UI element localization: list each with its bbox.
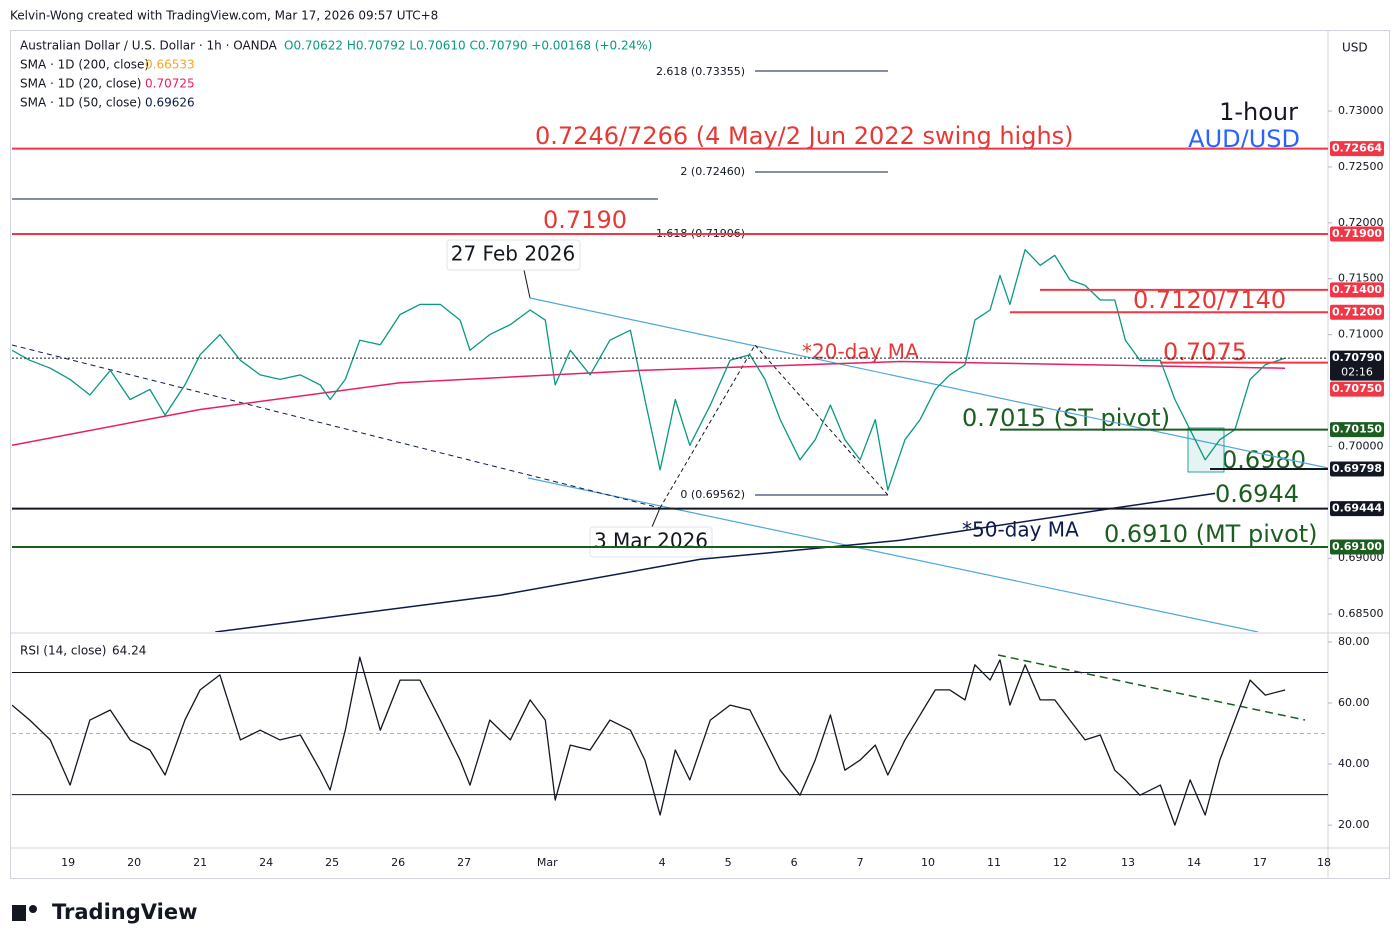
x-tick-label: 17 bbox=[1253, 856, 1267, 869]
x-tick-label: 26 bbox=[391, 856, 405, 869]
legend-label: SMA · 1D (200, close) bbox=[20, 58, 149, 72]
price-badge-label: 0.70790 bbox=[1332, 351, 1382, 364]
y-tick-label: 0.72500 bbox=[1338, 160, 1384, 173]
moving-average bbox=[215, 492, 1216, 632]
price-badge-label: 0.70150 bbox=[1332, 423, 1382, 436]
price-badge-label: 0.72664 bbox=[1332, 142, 1382, 155]
y-tick-label: 0.71000 bbox=[1338, 328, 1384, 341]
x-tick-label: 18 bbox=[1317, 856, 1331, 869]
price-badge-label: 0.69798 bbox=[1332, 462, 1382, 475]
fib-path bbox=[659, 344, 889, 509]
timeframe-label: 1-hour bbox=[1219, 98, 1298, 126]
price-badge bbox=[1330, 381, 1384, 397]
x-tick-label: 19 bbox=[61, 856, 75, 869]
level-annotation: 0.6910 (MT pivot) bbox=[1104, 520, 1318, 548]
level-annotation: 0.7246/7266 (4 May/2 Jun 2022 swing high… bbox=[535, 122, 1074, 150]
x-tick-label: 4 bbox=[659, 856, 666, 869]
level-annotation: 0.7190 bbox=[543, 206, 627, 234]
price-badge bbox=[1330, 304, 1384, 320]
price-badge bbox=[1330, 501, 1384, 517]
x-tick-label: 5 bbox=[725, 856, 732, 869]
rsi-trendline bbox=[997, 654, 1306, 721]
y-tick-label: 0.71500 bbox=[1338, 272, 1384, 285]
x-tick-label: 13 bbox=[1121, 856, 1135, 869]
x-tick-label: 25 bbox=[325, 856, 339, 869]
callout-pointer bbox=[523, 269, 531, 299]
price-badge-label: 0.70750 bbox=[1332, 382, 1382, 395]
highlight-box bbox=[1187, 427, 1225, 473]
price-badge bbox=[1330, 141, 1384, 157]
date-callout: 3 Mar 2026 bbox=[594, 529, 708, 553]
fib-label: 2.618 (0.73355) bbox=[656, 65, 745, 78]
fib-label: 0 (0.69562) bbox=[680, 488, 745, 501]
x-tick-label: 27 bbox=[457, 856, 471, 869]
callout-pointer bbox=[651, 507, 661, 528]
plot-area bbox=[12, 147, 1328, 632]
trendline bbox=[12, 344, 661, 509]
level-annotation: 0.7075 bbox=[1163, 338, 1247, 366]
legend-label: SMA · 1D (20, close) bbox=[20, 77, 141, 91]
x-tick-label: 12 bbox=[1053, 856, 1067, 869]
rsi-value: 64.24 bbox=[112, 644, 146, 658]
price-badge-label: 0.71400 bbox=[1332, 283, 1382, 296]
watermark-header: Kelvin-Wong created with TradingView.com… bbox=[10, 9, 438, 23]
y-tick-label: 0.72000 bbox=[1338, 216, 1384, 229]
x-tick-label: 21 bbox=[193, 856, 207, 869]
trendline bbox=[527, 477, 1259, 632]
level-annotation: 0.6944 bbox=[1215, 480, 1299, 508]
logo-mark bbox=[29, 905, 37, 913]
rsi-title: RSI (14, close) bbox=[20, 644, 106, 658]
ma-annotation: *50-day MA bbox=[962, 518, 1079, 542]
price-badge bbox=[1330, 539, 1384, 555]
countdown: 02:16 bbox=[1341, 366, 1373, 379]
logo: TradingView bbox=[12, 900, 197, 924]
x-tick-label: 20 bbox=[127, 856, 141, 869]
logo-mark bbox=[12, 905, 26, 921]
price-badge bbox=[1330, 422, 1384, 438]
date-callout: 27 Feb 2026 bbox=[451, 242, 575, 266]
y-tick-label: 0.70000 bbox=[1338, 439, 1384, 452]
price-badge bbox=[1330, 461, 1384, 477]
price-badge bbox=[1330, 350, 1384, 381]
x-tick-label: 6 bbox=[791, 856, 798, 869]
x-tick-label: 14 bbox=[1187, 856, 1201, 869]
x-tick-label: Mar bbox=[537, 856, 558, 869]
currency: USD bbox=[1342, 41, 1368, 55]
y-tick-label: 60.00 bbox=[1338, 696, 1370, 709]
x-tick-label: 7 bbox=[857, 856, 864, 869]
plot-area bbox=[12, 656, 1328, 826]
x-tick-label: 11 bbox=[987, 856, 1001, 869]
legend-value: 0.70725 bbox=[145, 77, 195, 91]
price-badge-label: 0.71200 bbox=[1332, 305, 1382, 318]
x-tick-label: 24 bbox=[259, 856, 273, 869]
legend-value: 0.69626 bbox=[145, 96, 195, 110]
callout-box bbox=[589, 526, 713, 558]
chart-frame bbox=[10, 30, 1390, 879]
price-badge bbox=[1330, 226, 1384, 242]
legend-label: SMA · 1D (50, close) bbox=[20, 96, 141, 110]
fib-label: 2 (0.72460) bbox=[680, 165, 745, 178]
price-badge-label: 0.71900 bbox=[1332, 227, 1382, 240]
ohlc-quote: O0.70622 H0.70792 L0.70610 C0.70790 +0.0… bbox=[284, 39, 652, 53]
price-line bbox=[12, 249, 1286, 491]
logo-text: TradingView bbox=[52, 900, 197, 924]
legend-value: 0.66533 bbox=[145, 58, 195, 72]
y-tick-label: 0.68500 bbox=[1338, 607, 1384, 620]
callout-box bbox=[446, 239, 581, 271]
y-tick-label: 40.00 bbox=[1338, 757, 1370, 770]
y-tick-label: 20.00 bbox=[1338, 818, 1370, 831]
price-badge-label: 0.69100 bbox=[1332, 540, 1382, 553]
y-tick-label: 80.00 bbox=[1338, 635, 1370, 648]
x-tick-label: 10 bbox=[921, 856, 935, 869]
y-tick-label: 0.73000 bbox=[1338, 104, 1384, 117]
price-badge bbox=[1330, 282, 1384, 298]
price-badge-label: 0.69444 bbox=[1332, 502, 1382, 515]
price-line bbox=[12, 656, 1286, 826]
symbol-title: Australian Dollar / U.S. Dollar · 1h · O… bbox=[20, 39, 278, 53]
moving-average bbox=[12, 360, 1286, 447]
